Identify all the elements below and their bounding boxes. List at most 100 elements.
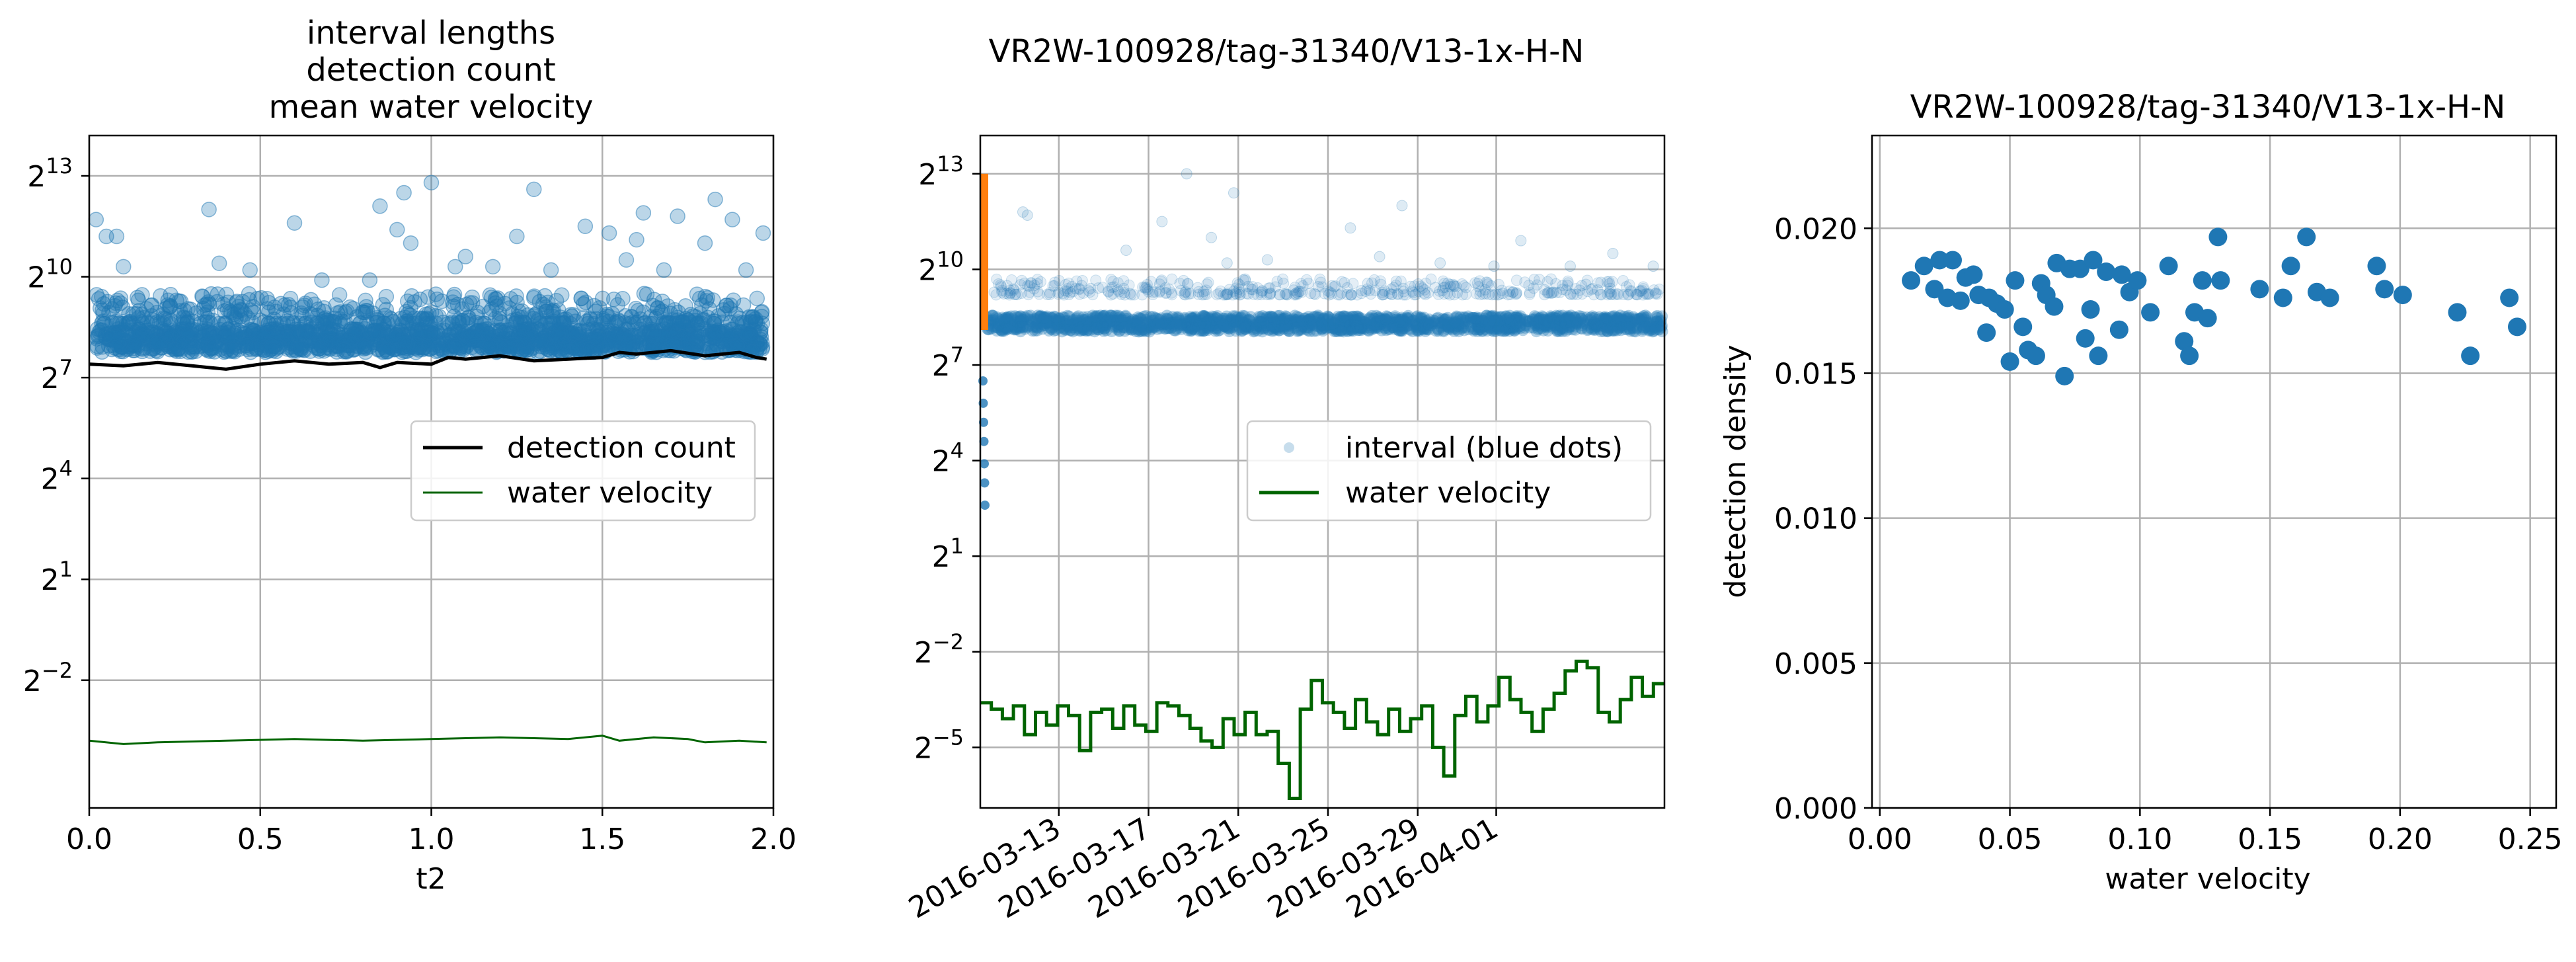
panel2-interval-point — [1170, 319, 1183, 331]
panel1-interval-point — [516, 332, 531, 348]
panel2-interval-point — [1063, 277, 1075, 289]
panel1-interval-outlier — [509, 228, 525, 245]
panel1-interval-point — [224, 342, 240, 358]
panel1-interval-point — [127, 335, 143, 352]
panel1-interval-point — [378, 288, 395, 305]
panel2-interval-point — [1626, 321, 1639, 334]
panel2-interval-point — [1080, 325, 1093, 337]
panel1-interval-outlier — [201, 202, 217, 218]
panel2-interval-point — [1231, 311, 1243, 324]
panel3-density-point — [2128, 271, 2147, 290]
panel2-interval-point — [1368, 274, 1380, 286]
panel1-interval-point — [328, 297, 344, 313]
panel1-interval-point — [115, 315, 131, 332]
panel2-interval-point — [1351, 289, 1363, 301]
panel1-interval-point — [553, 315, 569, 332]
panel2-interval-point — [1643, 288, 1655, 300]
panel1-interval-outlier — [362, 272, 378, 288]
panel1-interval-point — [323, 313, 339, 329]
panel1-interval-point — [605, 291, 622, 307]
panel1-title-line3: mean water velocity — [269, 89, 594, 126]
panel2-interval-point — [1308, 325, 1320, 337]
panel1-interval-point — [305, 337, 321, 353]
panel1-interval-point — [249, 341, 264, 358]
panel2-interval-point — [1022, 280, 1034, 292]
panel1-interval-outlier — [577, 218, 594, 235]
panel3-density-point — [2076, 329, 2095, 348]
panel1-interval-point — [722, 301, 738, 317]
panel2-interval-point — [1085, 282, 1097, 294]
panel2-interval-outlier — [1564, 261, 1576, 272]
panel3-density-point — [2081, 300, 2100, 319]
panel2-interval-outlier — [1156, 216, 1168, 227]
panel3-ticks: 0.00 0.05 0.10 0.15 0.20 0.25 0.000 0.005 0.010 0… — [1774, 212, 2563, 856]
panel2-interval-point — [1483, 288, 1495, 300]
panel1-interval-outlier — [697, 235, 713, 251]
panel1-interval-point — [292, 341, 308, 357]
panel3-ytick-label: 0.010 — [1774, 502, 1857, 536]
panel2-interval-point — [1341, 311, 1354, 323]
panel1-interval-point — [94, 315, 110, 331]
panel2-interval-point — [1518, 321, 1531, 334]
panel2-interval-point — [1107, 321, 1120, 333]
panel2-interval-outlier — [1488, 261, 1500, 272]
panel2-interval-point — [1134, 325, 1147, 337]
panel1-interval-point — [149, 314, 166, 330]
panel2-ytick-label: 2−2 — [914, 629, 964, 670]
panel3-density-point — [2393, 286, 2412, 305]
panel2-interval-point — [1398, 286, 1410, 298]
panel2-interval-outlier — [1228, 187, 1239, 199]
panel2-interval-point — [1581, 274, 1593, 286]
panel1-ytick-label: 2−2 — [23, 658, 73, 698]
figure-suptitle: VR2W-100928/tag-31340/V13-1x-H-N — [989, 33, 1584, 70]
panel1-interval-point — [385, 313, 401, 330]
panel1-interval-point — [460, 309, 476, 326]
panel3-data — [1902, 227, 2526, 385]
panel3-density-point — [1995, 300, 2014, 319]
panel2-interval-point — [1321, 318, 1334, 331]
panel3-density-point — [2109, 320, 2128, 339]
panel2-early-point — [980, 501, 990, 510]
panel1-xtick-label: 0.5 — [237, 822, 284, 856]
panel1-interval-point — [435, 342, 451, 358]
panel2-interval-point — [1611, 312, 1623, 325]
panel2-interval-outlier — [1607, 247, 1619, 259]
panel3-density-point — [2141, 303, 2160, 322]
panel1-interval-point — [600, 309, 617, 325]
panel1-interval-point — [482, 339, 498, 354]
panel2-interval-point — [1039, 311, 1052, 324]
panel2-interval-point — [1595, 276, 1607, 288]
panel1-interval-point — [352, 315, 368, 331]
panel2-interval-outlier — [1434, 257, 1446, 269]
panel3-density-point — [2507, 317, 2526, 337]
panel2-interval-point — [1341, 282, 1353, 294]
panel1-interval-point — [658, 314, 674, 330]
panel1-interval-point — [400, 293, 416, 309]
panel2-interval-point — [1493, 278, 1504, 290]
panel2-interval-point — [1444, 289, 1456, 301]
panel3-ylabel: detection density — [1719, 344, 1752, 598]
panel1-interval-outlier — [286, 215, 303, 231]
panel1-interval-point — [691, 315, 707, 331]
panel1-interval-point — [464, 295, 481, 311]
panel3-ytick-label: 0.015 — [1774, 357, 1857, 391]
panel1-interval-outlier — [396, 184, 412, 201]
panel1-interval-point — [666, 334, 682, 350]
panel2-interval-point — [1097, 282, 1109, 294]
panel2-interval-point — [1430, 282, 1442, 294]
legend-label-interval: interval (blue dots) — [1345, 431, 1623, 465]
panel2-orange-bar — [980, 173, 988, 331]
panel2-water-velocity-line — [980, 659, 1664, 800]
legend-label-water-velocity: water velocity — [507, 476, 713, 510]
panel1-interval-point — [707, 329, 722, 345]
panel3-density-point — [2211, 271, 2230, 290]
panel1-interval-point — [553, 287, 570, 303]
panel3-density-point — [2320, 288, 2339, 307]
panel2-interval-point — [1365, 288, 1377, 300]
panel2-interval-point — [1220, 319, 1232, 332]
panel1-interval-point — [674, 314, 691, 331]
panel3-density-point — [2448, 303, 2467, 322]
panel3-density-point — [1943, 251, 1962, 270]
panel-interval-lengths: interval lengths detection count mean wa… — [23, 15, 797, 896]
